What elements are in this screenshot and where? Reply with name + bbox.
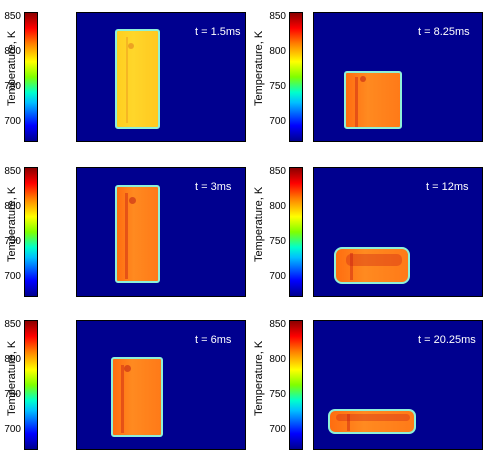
sample-block: [111, 357, 163, 437]
thermal-image: t = 3ms: [76, 167, 246, 297]
colorbar-tick: 800: [269, 201, 286, 212]
colorbar-tick: 700: [269, 424, 286, 435]
hot-spot: [128, 43, 134, 49]
colorbar-tick: 750: [4, 81, 21, 92]
colorbar-tick: 800: [269, 46, 286, 57]
sample-block: [344, 71, 402, 129]
sample-block: [115, 185, 160, 283]
time-label: t = 1.5ms: [195, 26, 241, 38]
streak: [336, 414, 410, 421]
time-label: t = 12ms: [426, 181, 469, 193]
hot-spot: [360, 76, 366, 82]
colorbar-tick: 850: [269, 319, 286, 330]
streak: [350, 253, 353, 280]
time-label: t = 6ms: [195, 334, 232, 346]
thermal-image: t = 12ms: [313, 167, 483, 297]
colorbar-tick: 700: [4, 271, 21, 282]
colorbar: [24, 320, 38, 450]
time-label: t = 8.25ms: [418, 26, 470, 38]
colorbar: [289, 320, 303, 450]
streak: [355, 77, 358, 127]
colorbar-tick: 750: [4, 236, 21, 247]
colorbar: [24, 12, 38, 142]
colorbar-label: Temperature, K: [253, 340, 265, 416]
colorbar-tick: 850: [4, 11, 21, 22]
colorbar-tick: 800: [4, 354, 21, 365]
streak: [125, 193, 128, 279]
colorbar-tick: 750: [269, 236, 286, 247]
streak: [346, 254, 402, 266]
time-label: t = 3ms: [195, 181, 232, 193]
colorbar-tick: 800: [4, 46, 21, 57]
streak: [347, 414, 350, 431]
colorbar-label: Temperature, K: [253, 186, 265, 262]
colorbar: [289, 167, 303, 297]
colorbar-tick: 850: [4, 166, 21, 177]
colorbar-tick: 800: [4, 201, 21, 212]
sample-block: [334, 247, 410, 284]
colorbar-tick: 800: [269, 354, 286, 365]
colorbar: [24, 167, 38, 297]
colorbar-label: Temperature, K: [253, 30, 265, 106]
streak: [121, 365, 124, 433]
hot-spot: [129, 197, 136, 204]
sample-block: [328, 409, 416, 434]
colorbar-tick: 700: [269, 271, 286, 282]
colorbar-tick: 850: [4, 319, 21, 330]
thermal-image: t = 20.25ms: [313, 320, 483, 450]
time-label: t = 20.25ms: [418, 334, 476, 346]
colorbar-tick: 700: [269, 116, 286, 127]
colorbar-tick: 750: [4, 389, 21, 400]
hot-spot: [124, 365, 131, 372]
colorbar-tick: 700: [4, 116, 21, 127]
thermal-image: t = 1.5ms: [76, 12, 246, 142]
colorbar-tick: 850: [269, 11, 286, 22]
colorbar-label: Temperature, K: [6, 186, 18, 262]
sample-block: [115, 29, 160, 129]
streak: [126, 37, 128, 123]
colorbar: [289, 12, 303, 142]
colorbar-tick: 750: [269, 81, 286, 92]
colorbar-tick: 750: [269, 389, 286, 400]
colorbar-tick: 700: [4, 424, 21, 435]
thermal-image: t = 8.25ms: [313, 12, 483, 142]
colorbar-label: Temperature, K: [6, 340, 18, 416]
colorbar-label: Temperature, K: [6, 30, 18, 106]
thermal-image: t = 6ms: [76, 320, 246, 450]
colorbar-tick: 850: [269, 166, 286, 177]
